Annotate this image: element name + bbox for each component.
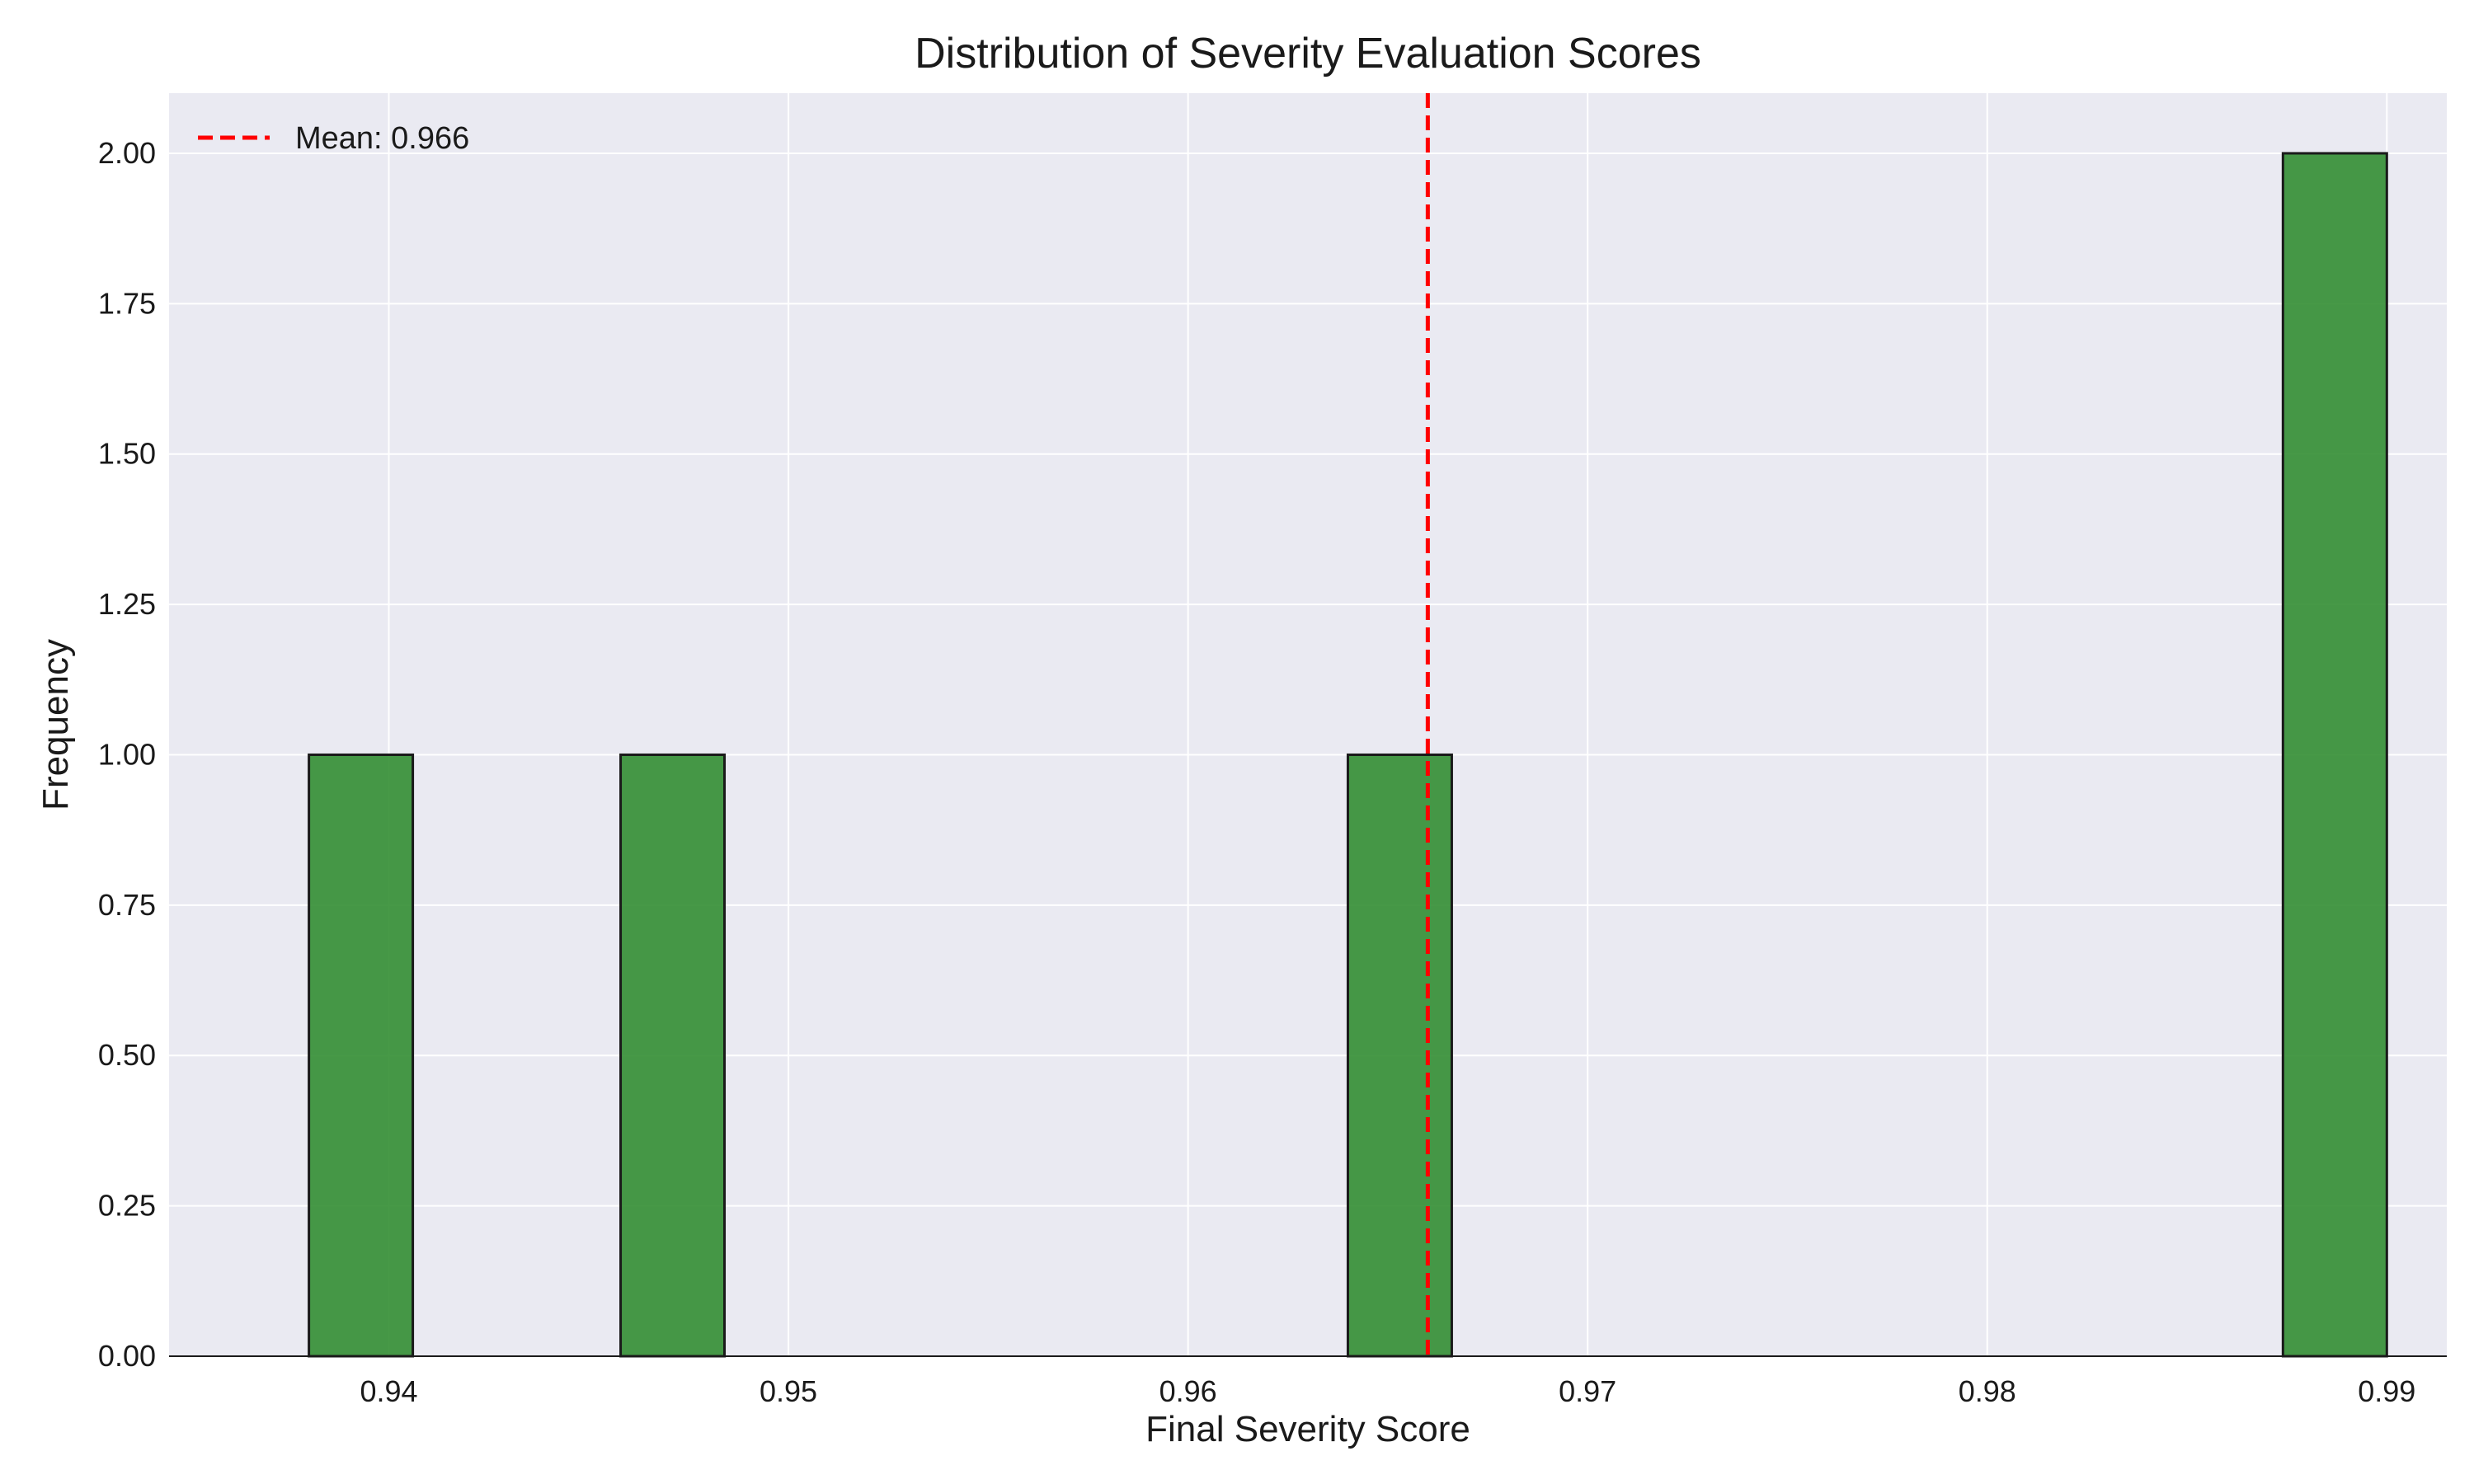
chart-title: Distribution of Severity Evaluation Scor… — [915, 30, 1701, 77]
plot-area — [169, 93, 2447, 1356]
y-tick-label: 0.25 — [98, 1189, 156, 1223]
x-tick-label: 0.98 — [1959, 1374, 2016, 1408]
y-tick-label: 1.75 — [98, 286, 156, 320]
y-tick-label: 0.75 — [98, 888, 156, 922]
x-tick-label: 0.99 — [2358, 1374, 2415, 1408]
x-axis-ticks: 0.94 0.95 0.96 0.97 0.98 0.99 — [360, 1374, 2415, 1408]
y-tick-label: 2.00 — [98, 136, 156, 170]
y-tick-label: 0.00 — [98, 1339, 156, 1373]
histogram-bar — [1346, 753, 1453, 1358]
x-axis-label: Final Severity Score — [1145, 1409, 1470, 1449]
histogram-bar — [308, 753, 415, 1358]
y-tick-label: 1.00 — [98, 737, 156, 771]
y-axis-ticks: 0.00 0.25 0.50 0.75 1.00 1.25 1.50 1.75 2.00 — [98, 136, 156, 1373]
y-tick-label: 1.25 — [98, 587, 156, 621]
legend: Mean: 0.966 — [198, 121, 469, 156]
y-tick-label: 0.50 — [98, 1038, 156, 1072]
x-tick-label: 0.97 — [1559, 1374, 1616, 1408]
y-axis-label: Frequency — [35, 639, 76, 810]
x-tick-label: 0.96 — [1159, 1374, 1217, 1408]
x-tick-label: 0.94 — [360, 1374, 417, 1408]
x-tick-label: 0.95 — [760, 1374, 817, 1408]
histogram-bar — [619, 753, 727, 1358]
y-tick-label: 1.50 — [98, 437, 156, 471]
legend-mean-label: Mean: 0.966 — [295, 121, 469, 156]
histogram-bars — [308, 152, 2388, 1358]
histogram-bar — [2281, 152, 2388, 1358]
